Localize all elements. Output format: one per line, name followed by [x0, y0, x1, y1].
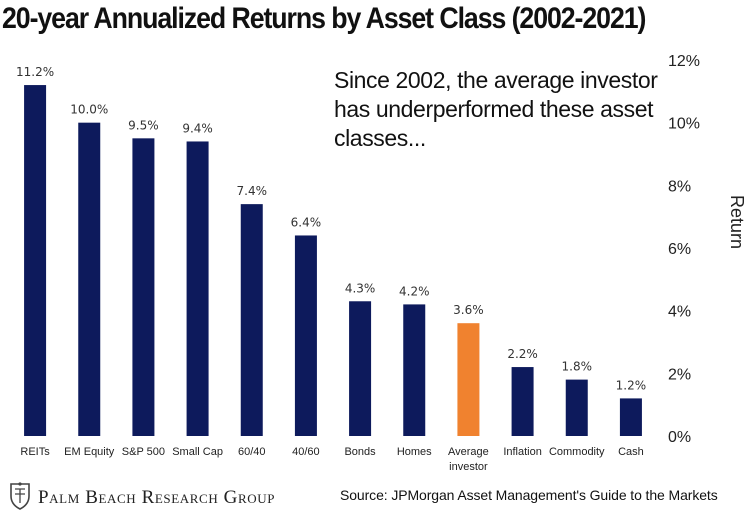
bar — [349, 301, 372, 436]
bar-value-label: 4.3% — [345, 281, 376, 295]
chart-annotation: Since 2002, the average investor has und… — [334, 66, 664, 153]
bar — [403, 304, 426, 436]
bar — [565, 379, 588, 436]
bar-value-label: 10.0% — [70, 103, 108, 117]
annotation-line: Since 2002, the average investor — [334, 67, 658, 93]
bar — [78, 122, 101, 437]
x-tick-label: Inflation — [503, 446, 542, 458]
x-tick-label: Small Cap — [172, 446, 223, 458]
y-tick-label: 2% — [668, 366, 691, 383]
y-tick-label: 6% — [668, 241, 691, 258]
bar-value-label: 4.2% — [399, 284, 430, 298]
bar-value-label: 6.4% — [291, 215, 322, 229]
source-note: Source: JPMorgan Asset Management's Guid… — [340, 487, 718, 503]
x-tick-label: Average — [448, 446, 489, 458]
bar-value-label: 1.8% — [562, 360, 593, 374]
brand-name: Palm Beach Research Group — [38, 487, 276, 508]
x-tick-label: Bonds — [344, 446, 376, 458]
bar — [132, 138, 155, 437]
x-tick-label: REITs — [20, 446, 50, 458]
bar-value-label: 11.2% — [16, 65, 54, 79]
bar-value-label: 9.4% — [182, 121, 213, 135]
annotation-line: classes... — [334, 125, 426, 151]
y-tick-label: 8% — [668, 178, 691, 195]
x-tick-label: Commodity — [549, 446, 605, 458]
bar — [24, 85, 47, 437]
bar-value-label: 9.5% — [128, 118, 159, 132]
bar-value-label: 3.6% — [453, 303, 484, 317]
x-tick-label: investor — [449, 461, 488, 473]
bar — [457, 323, 480, 436]
y-tick-label: 0% — [668, 429, 691, 446]
chart-title: 20-year Annualized Returns by Asset Clas… — [2, 2, 646, 35]
annotation-line: has underperformed these asset — [334, 96, 654, 122]
bar-value-label: 1.2% — [616, 378, 647, 392]
x-tick-label: S&P 500 — [122, 446, 165, 458]
y-tick-label: 4% — [668, 304, 691, 321]
bar — [294, 235, 317, 436]
bar — [240, 204, 263, 436]
bar — [511, 367, 534, 436]
y-tick-label: 10% — [668, 116, 700, 133]
bar-value-label: 7.4% — [237, 184, 268, 198]
x-tick-label: EM Equity — [64, 446, 115, 458]
bar — [619, 398, 642, 436]
x-tick-label: 40/60 — [292, 446, 320, 458]
brand-logo: Palm Beach Research Group — [8, 480, 275, 516]
y-tick-label: 12% — [668, 53, 700, 70]
x-tick-label: Cash — [618, 446, 644, 458]
crest-icon — [8, 481, 32, 516]
x-tick-label: 60/40 — [238, 446, 266, 458]
x-tick-label: Homes — [397, 446, 432, 458]
bar — [186, 141, 209, 436]
y-axis-label: Return — [727, 195, 747, 249]
bar-value-label: 2.2% — [507, 347, 538, 361]
